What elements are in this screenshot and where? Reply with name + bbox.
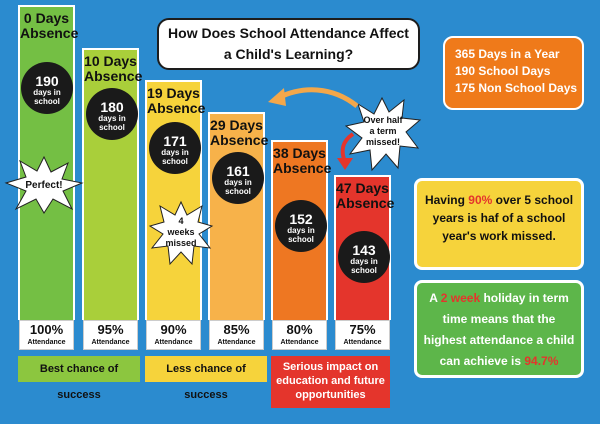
attendance-label: 95% Attendance bbox=[83, 320, 138, 350]
less-chance-band: Less chance of success bbox=[145, 356, 267, 401]
weeks-missed-word: missed bbox=[165, 238, 196, 248]
bar-29-days: 29 Days Absence 161 days in school bbox=[208, 112, 268, 320]
serious-impact-band: Serious impact on education and future opp… bbox=[271, 356, 390, 408]
term-line3: missed! bbox=[366, 137, 400, 147]
bar-47-days: 47 Days Absence 143 days in school bbox=[334, 175, 394, 320]
max-attendance-highlight: 94.7% bbox=[524, 354, 559, 368]
bar-10-days: 10 Days Absence 180 days in school bbox=[82, 48, 142, 320]
days-in-school-badge: 180 days in school bbox=[86, 88, 138, 140]
attendance-label: 85% Attendance bbox=[209, 320, 264, 350]
attendance-label: 100% Attendance bbox=[19, 320, 74, 350]
half-term-burst: Over half a term missed! bbox=[344, 96, 422, 172]
days-in-school-badge: 171 days in school bbox=[149, 122, 201, 174]
year-stats-box: 365 Days in a Year 190 School Days 175 N… bbox=[443, 36, 584, 110]
stat-year: 365 Days in a Year bbox=[455, 47, 560, 61]
attendance-label: 80% Attendance bbox=[272, 320, 327, 350]
attendance-label: 75% Attendance bbox=[335, 320, 390, 350]
stat-non-school-days: 175 Non School Days bbox=[455, 81, 578, 95]
days-in-school-badge: 161 days in school bbox=[212, 152, 264, 204]
info-holiday: A 2 week holiday in term time means that… bbox=[414, 280, 584, 378]
weeks-missed-burst: 4 weeks missed bbox=[148, 200, 214, 266]
arrow-to-47-days bbox=[337, 132, 355, 170]
days-in-school-badge: 152 days in school bbox=[275, 200, 327, 252]
bar-19-days: 19 Days Absence 171 days in school bbox=[145, 80, 205, 320]
ninety-percent-highlight: 90% bbox=[468, 193, 493, 207]
best-chance-band: Best chance of success bbox=[18, 356, 140, 401]
weeks-word: weeks bbox=[166, 227, 194, 237]
two-week-highlight: 2 week bbox=[440, 291, 481, 305]
stat-school-days: 190 School Days bbox=[455, 64, 551, 78]
info-ninety-percent: Having 90% over 5 school years is haf of… bbox=[414, 178, 584, 270]
term-line2: a term bbox=[369, 126, 396, 136]
weeks-number: 4 bbox=[178, 216, 183, 226]
days-in-school-badge: 143 days in school bbox=[338, 231, 390, 283]
bar-38-days: 38 Days Absence 152 days in school bbox=[271, 140, 331, 320]
title-line2: a Child's Learning? bbox=[223, 46, 354, 62]
attendance-label: 90% Attendance bbox=[146, 320, 201, 350]
days-in-school-badge: 190 days in school bbox=[21, 62, 73, 114]
title-line1: How Does School Attendance Affect bbox=[168, 25, 409, 41]
perfect-text: Perfect! bbox=[25, 180, 62, 191]
arrow-to-19-days bbox=[268, 87, 359, 108]
page-title: How Does School Attendance Affect a Chil… bbox=[157, 18, 420, 70]
term-line1: Over half bbox=[363, 115, 403, 125]
perfect-burst: Perfect! bbox=[4, 155, 84, 214]
bar-0-days: 0 Days Absence 190 days in school bbox=[18, 5, 78, 320]
